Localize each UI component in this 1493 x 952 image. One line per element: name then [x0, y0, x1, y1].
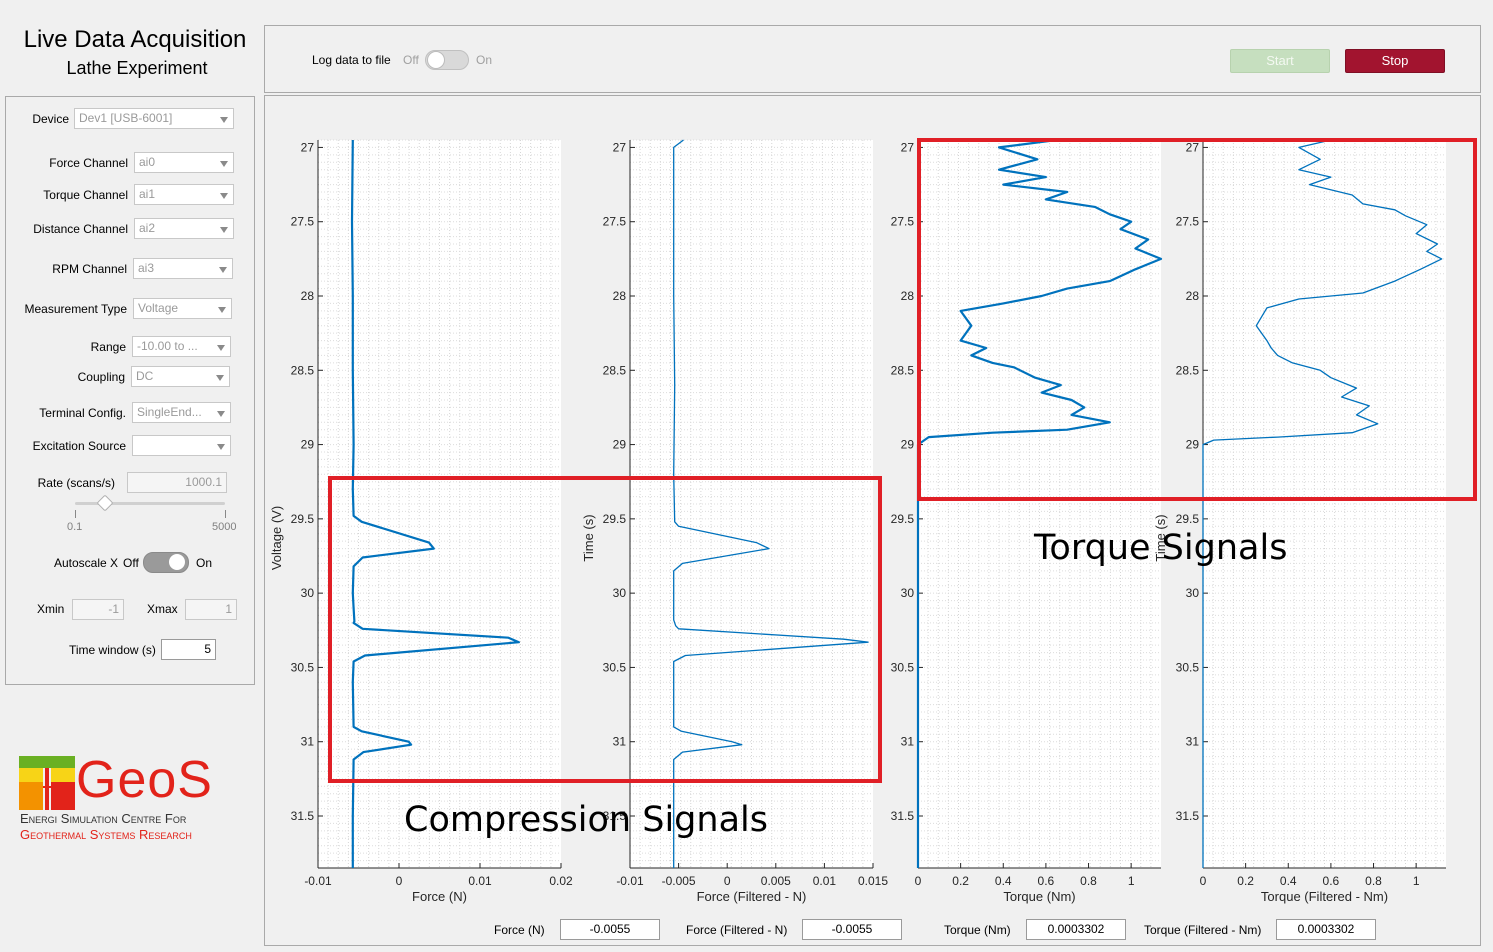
log-toggle[interactable]: [425, 50, 469, 70]
slider-tick-min: [75, 510, 76, 518]
log-label: Log data to file: [312, 53, 391, 67]
terminal-config-dropdown[interactable]: SingleEnd...: [132, 402, 231, 423]
force-channel-label: Force Channel: [49, 156, 128, 170]
chevron-down-icon: [220, 117, 228, 123]
range-dropdown[interactable]: -10.00 to ...: [132, 336, 231, 357]
rate-field[interactable]: 1000.1: [127, 472, 227, 493]
chevron-down-icon: [216, 375, 224, 381]
app-title: Live Data Acquisition: [23, 26, 247, 53]
start-button[interactable]: Start: [1230, 49, 1330, 73]
torque-annotation-label: Torque Signals: [1034, 528, 1288, 568]
rate-slider-min: 0.1: [67, 521, 83, 533]
readout-force-field[interactable]: -0.0055: [560, 919, 660, 940]
chevron-down-icon: [220, 161, 228, 167]
rate-slider-track[interactable]: [75, 502, 225, 505]
excitation-source-dropdown[interactable]: [132, 435, 231, 456]
readout-force-filtered-label: Force (Filtered - N): [686, 923, 788, 937]
readout-force-label: Force (N): [494, 923, 545, 937]
app-subtitle: Lathe Experiment: [66, 58, 208, 78]
geos-logo-mark: [19, 756, 75, 810]
readout-torque-filtered-field[interactable]: 0.0003302: [1276, 919, 1376, 940]
coupling-value: DC: [136, 369, 154, 383]
terminal-config-label: Terminal Config.: [39, 406, 126, 420]
log-on-label: On: [476, 53, 493, 67]
excitation-source-label: Excitation Source: [32, 439, 126, 453]
device-value: Dev1 [USB-6001]: [79, 111, 173, 125]
device-dropdown[interactable]: Dev1 [USB-6001]: [74, 108, 234, 129]
time-window-label: Time window (s): [69, 643, 156, 657]
measurement-type-dropdown[interactable]: Voltage: [133, 298, 232, 319]
slider-tick-max: [225, 510, 226, 518]
measurement-type-label: Measurement Type: [24, 302, 128, 316]
readout-torque-label: Torque (Nm): [944, 923, 1011, 937]
time-window-field[interactable]: 5: [161, 639, 216, 660]
force-channel-dropdown[interactable]: ai0: [134, 152, 234, 173]
logo-line2: Geothermal Systems Research: [20, 827, 192, 842]
autoscale-toggle-knob: [168, 553, 186, 571]
distance-channel-dropdown[interactable]: ai2: [134, 218, 234, 239]
rate-slider-thumb[interactable]: [96, 494, 114, 512]
compression-annotation-label: Compression Signals: [404, 800, 768, 840]
readout-force-filtered-field[interactable]: -0.0055: [802, 919, 902, 940]
coupling-dropdown[interactable]: DC: [131, 366, 230, 387]
terminal-config-value: SingleEnd...: [137, 405, 202, 419]
autoscale-toggle[interactable]: [143, 552, 189, 573]
chevron-down-icon: [217, 345, 225, 351]
xmax-label: Xmax: [147, 602, 178, 616]
device-label: Device: [32, 112, 69, 126]
chevron-down-icon: [217, 411, 225, 417]
rpm-channel-dropdown[interactable]: ai3: [133, 258, 233, 279]
log-off-label: Off: [403, 53, 419, 67]
coupling-label: Coupling: [77, 370, 125, 384]
force-channel-value: ai0: [139, 155, 156, 169]
chevron-down-icon: [219, 267, 227, 273]
distance-channel-label: Distance Channel: [33, 222, 128, 236]
logo-name: GeoS: [76, 751, 213, 809]
torque-annotation-box: [917, 138, 1477, 501]
chevron-down-icon: [217, 444, 225, 450]
torque-channel-label: Torque Channel: [43, 188, 128, 202]
xmin-field[interactable]: -1: [72, 599, 124, 620]
rpm-channel-label: RPM Channel: [52, 262, 127, 276]
rate-slider-max: 5000: [212, 521, 237, 533]
chevron-down-icon: [220, 227, 228, 233]
autoscale-label: Autoscale X: [54, 556, 119, 570]
xmin-label: Xmin: [37, 602, 65, 616]
compression-annotation-box: [328, 476, 882, 783]
geos-logo: GeoS Energi Simulation Centre For Geothe…: [19, 751, 239, 846]
logo-line1: Energi Simulation Centre For: [20, 811, 187, 826]
settings-panel: Device Dev1 [USB-6001] Force Channel ai0…: [5, 96, 255, 685]
range-label: Range: [90, 340, 126, 354]
readout-torque-field[interactable]: 0.0003302: [1026, 919, 1126, 940]
chevron-down-icon: [218, 307, 226, 313]
toolbar-panel: Log data to file Off On Start Stop: [264, 25, 1481, 93]
autoscale-off-label: Off: [123, 556, 139, 570]
log-toggle-knob: [427, 51, 445, 69]
chevron-down-icon: [220, 193, 228, 199]
measurement-type-value: Voltage: [138, 301, 179, 315]
readout-torque-filtered-label: Torque (Filtered - Nm): [1144, 923, 1262, 937]
autoscale-on-label: On: [196, 556, 213, 570]
rpm-channel-value: ai3: [138, 261, 155, 275]
torque-channel-dropdown[interactable]: ai1: [134, 184, 234, 205]
rate-label: Rate (scans/s): [37, 476, 115, 490]
range-value: -10.00 to ...: [137, 339, 198, 353]
torque-channel-value: ai1: [139, 187, 156, 201]
xmax-field[interactable]: 1: [185, 599, 237, 620]
stop-button[interactable]: Stop: [1345, 49, 1445, 73]
distance-channel-value: ai2: [139, 221, 156, 235]
